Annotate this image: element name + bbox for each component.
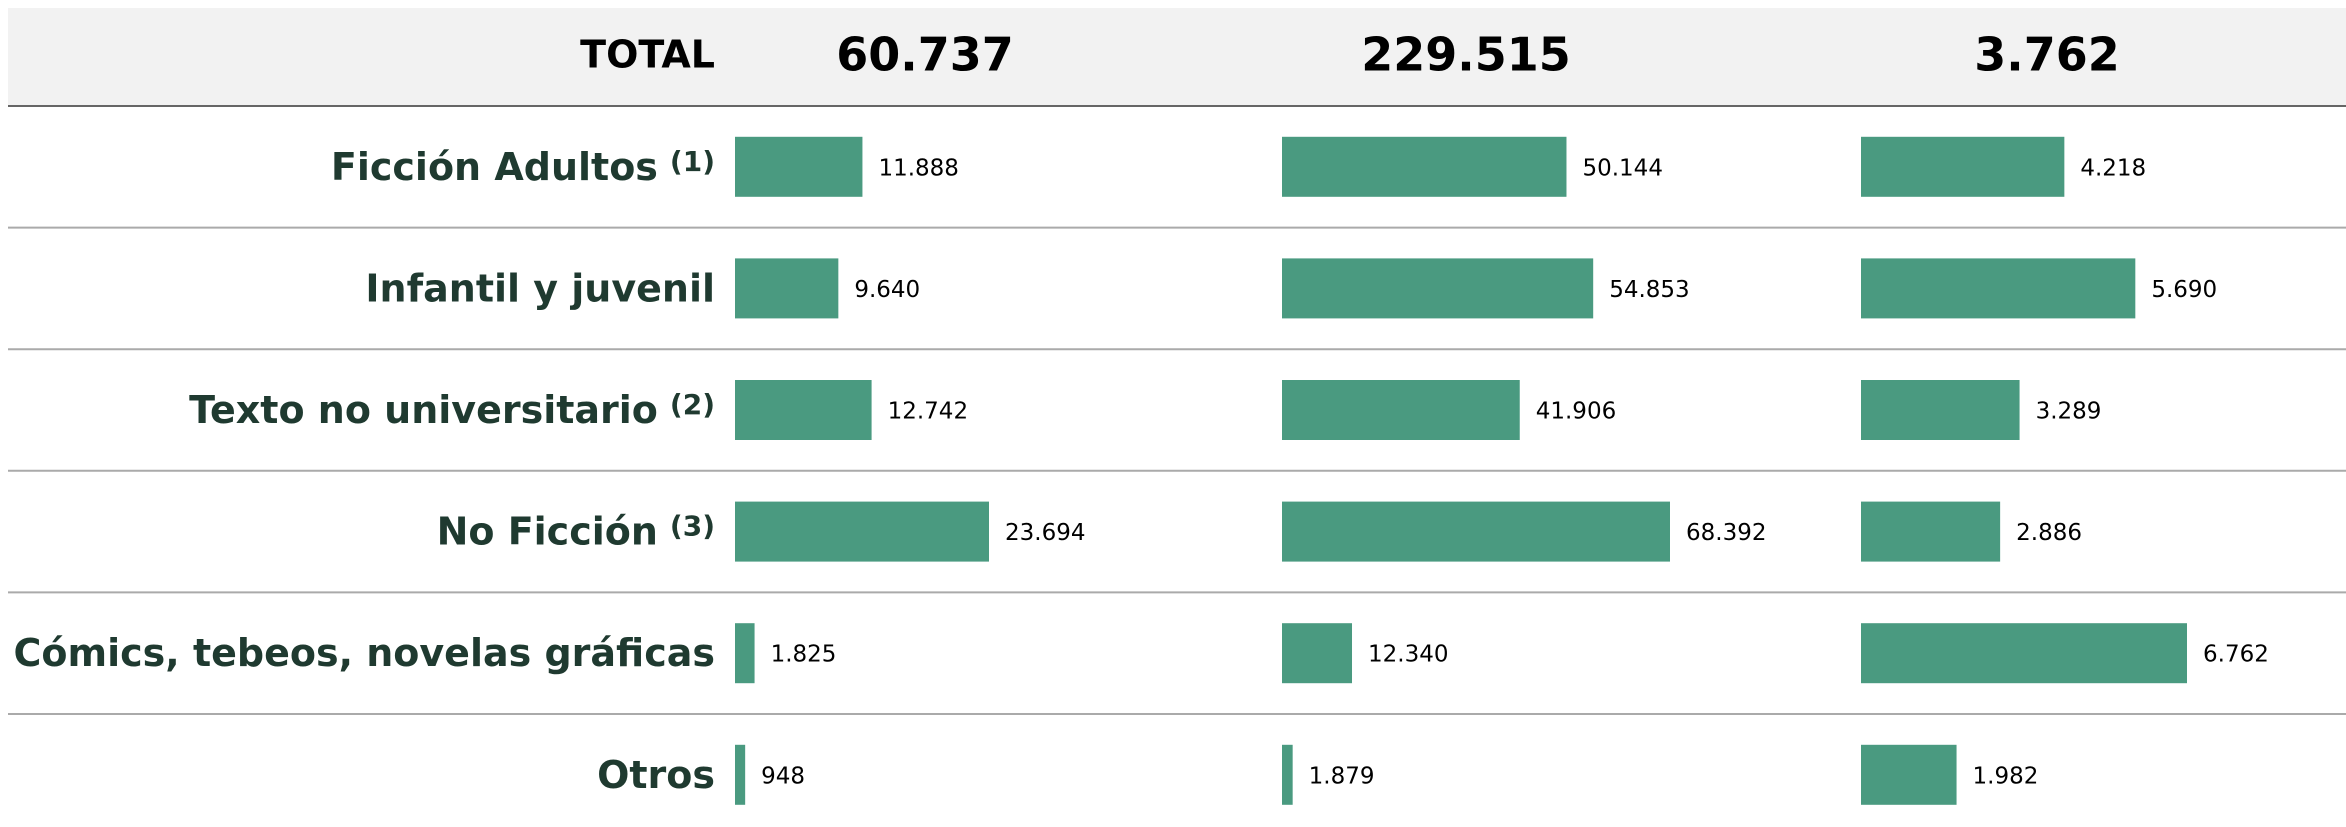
value-label: 68.392 [1686,520,1766,546]
category-name: Ficción Adultos [331,144,658,188]
bar [735,136,863,197]
value-label: 23.694 [1005,520,1085,546]
column-total: 60.737 [836,28,1014,82]
value-label: 50.144 [1582,155,1662,181]
total-label: TOTAL [580,33,715,77]
category-name: Infantil y juvenil [365,266,715,310]
value-label: 6.762 [2203,642,2269,668]
value-label: 9.640 [854,277,920,303]
category-note: (1) [670,145,715,178]
bar [1282,501,1670,562]
value-label: 12.340 [1368,642,1448,668]
bar [1861,380,2020,440]
value-label: 2.886 [2016,520,2082,546]
bar [735,380,872,440]
value-label: 11.888 [878,155,958,181]
value-label: 948 [761,763,805,789]
category-label: Ficción Adultos (1) [331,144,715,188]
bar [1282,380,1520,440]
bar [735,623,755,684]
bar [735,501,989,562]
value-label: 3.289 [2036,399,2102,425]
bar [735,258,839,319]
value-label: 54.853 [1609,277,1689,303]
bar [1861,501,2001,562]
value-label: 41.906 [1536,399,1616,425]
value-label: 5.690 [2151,277,2217,303]
value-label: 1.982 [1973,763,2039,789]
category-label: Otros [597,752,715,796]
bar [1282,136,1567,197]
value-label: 1.825 [771,642,837,668]
category-note: (2) [670,388,715,421]
value-label: 4.218 [2080,155,2146,181]
bar [1861,623,2187,684]
bar [1282,744,1293,805]
category-label: No Ficción (3) [437,509,715,553]
bar [1282,258,1594,319]
bar [1861,258,2136,319]
category-label: Cómics, tebeos, novelas gráficas [14,631,715,675]
value-label: 1.879 [1309,763,1375,789]
category-note: (3) [670,510,715,543]
category-name: Cómics, tebeos, novelas gráficas [14,631,715,675]
column-total: 3.762 [1974,28,2120,82]
column-total: 229.515 [1361,28,1571,82]
bar [1861,744,1957,805]
header-band [8,8,2346,106]
category-label: Infantil y juvenil [365,266,715,310]
value-label: 12.742 [888,399,968,425]
category-name: Texto no universitario [189,388,658,432]
bar [1282,623,1353,684]
category-label: Texto no universitario (2) [189,388,715,432]
category-name: No Ficción [437,509,658,553]
category-name: Otros [597,752,715,796]
bar [735,744,746,805]
bar [1861,136,2065,197]
